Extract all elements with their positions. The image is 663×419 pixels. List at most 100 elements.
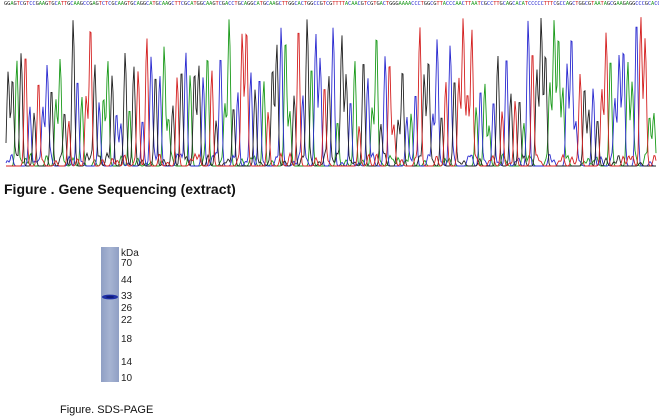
- base-call: T: [322, 1, 326, 7]
- base-call: A: [625, 1, 629, 7]
- base-call: T: [335, 1, 339, 7]
- base-call: A: [209, 1, 213, 7]
- marker-33: 33: [121, 291, 133, 302]
- base-call: A: [565, 1, 569, 7]
- base-call: G: [310, 1, 314, 7]
- base-call: A: [190, 1, 194, 7]
- base-call: A: [408, 1, 412, 7]
- base-call: G: [123, 1, 128, 7]
- trace-g: [5, 17, 656, 167]
- base-call: A: [161, 1, 165, 7]
- trace-plot: [5, 17, 657, 167]
- base-call: C: [300, 1, 304, 7]
- base-call: G: [509, 1, 513, 7]
- base-call: G: [370, 1, 374, 7]
- base-call: C: [82, 1, 87, 7]
- base-call: T: [338, 1, 342, 7]
- base-call: G: [183, 1, 188, 7]
- base-call: G: [262, 1, 266, 7]
- base-call: C: [228, 1, 232, 7]
- base-call: C: [638, 1, 642, 7]
- marker-26: 26: [121, 303, 133, 314]
- kda-unit-label: kDa: [121, 248, 139, 259]
- base-call: G: [426, 1, 431, 7]
- base-call: T: [48, 1, 52, 7]
- base-call: G: [644, 1, 648, 7]
- base-call: G: [288, 1, 292, 7]
- base-call: A: [597, 1, 601, 7]
- protein-band-core: [106, 295, 114, 299]
- base-call: C: [584, 1, 588, 7]
- base-call: C: [180, 1, 184, 7]
- base-call: A: [136, 1, 140, 7]
- trace-t: [6, 17, 657, 167]
- gel-lane: [101, 247, 119, 382]
- base-call: T: [575, 1, 579, 7]
- base-call: T: [363, 1, 367, 7]
- base-call: C: [187, 1, 191, 7]
- base-call: A: [41, 1, 46, 7]
- base-call: C: [382, 1, 386, 7]
- base-call: G: [329, 1, 333, 7]
- base-call: A: [603, 1, 607, 7]
- base-call: T: [177, 1, 181, 7]
- base-call: G: [168, 1, 172, 7]
- base-call: C: [657, 1, 659, 7]
- base-call: T: [493, 1, 497, 7]
- base-call: A: [269, 1, 273, 7]
- base-call: T: [174, 1, 178, 7]
- base-call: A: [164, 1, 169, 7]
- base-call: G: [139, 1, 143, 7]
- base-call: T: [550, 1, 554, 7]
- base-call: T: [373, 1, 377, 7]
- base-call: T: [259, 1, 263, 7]
- base-call: C: [531, 1, 535, 7]
- base-call: A: [120, 1, 124, 7]
- base-call: A: [117, 1, 121, 7]
- base-call: G: [247, 1, 251, 7]
- base-call: A: [354, 1, 358, 7]
- base-call: C: [158, 1, 162, 7]
- base-call: C: [357, 1, 361, 7]
- base-call: T: [281, 1, 285, 7]
- base-call: C: [32, 1, 36, 7]
- base-call: T: [341, 1, 345, 7]
- base-call: G: [433, 1, 437, 7]
- base-call: A: [76, 1, 80, 7]
- base-call: C: [171, 1, 175, 7]
- marker-44: 44: [121, 275, 133, 286]
- base-call: T: [26, 1, 30, 7]
- base-call: C: [278, 1, 282, 7]
- base-call: T: [215, 1, 219, 7]
- base-call: C: [490, 1, 494, 7]
- base-call: A: [401, 1, 405, 7]
- base-call: C: [411, 1, 415, 7]
- base-call: T: [546, 1, 551, 7]
- base-call: C: [527, 1, 532, 7]
- base-call: C: [534, 1, 538, 7]
- base-call: A: [515, 1, 519, 7]
- base-call: G: [622, 1, 626, 7]
- base-call: C: [553, 1, 557, 7]
- base-call: C: [430, 1, 434, 7]
- base-call: G: [45, 1, 49, 7]
- base-call: T: [152, 1, 156, 7]
- base-call: G: [67, 1, 71, 7]
- base-call: A: [10, 1, 14, 7]
- base-call: G: [35, 1, 39, 7]
- base-call: T: [524, 1, 528, 7]
- base-call: A: [505, 1, 509, 7]
- base-call: A: [404, 1, 408, 7]
- base-call: T: [234, 1, 238, 7]
- base-call: G: [51, 1, 55, 7]
- base-call: G: [79, 1, 83, 7]
- base-call: A: [224, 1, 229, 7]
- base-call: A: [206, 1, 210, 7]
- base-call: A: [455, 1, 459, 7]
- base-call: G: [130, 1, 134, 7]
- base-call: C: [452, 1, 456, 7]
- base-call: G: [360, 1, 364, 7]
- base-call: C: [114, 1, 118, 7]
- base-call: G: [423, 1, 427, 7]
- base-call: C: [29, 1, 33, 7]
